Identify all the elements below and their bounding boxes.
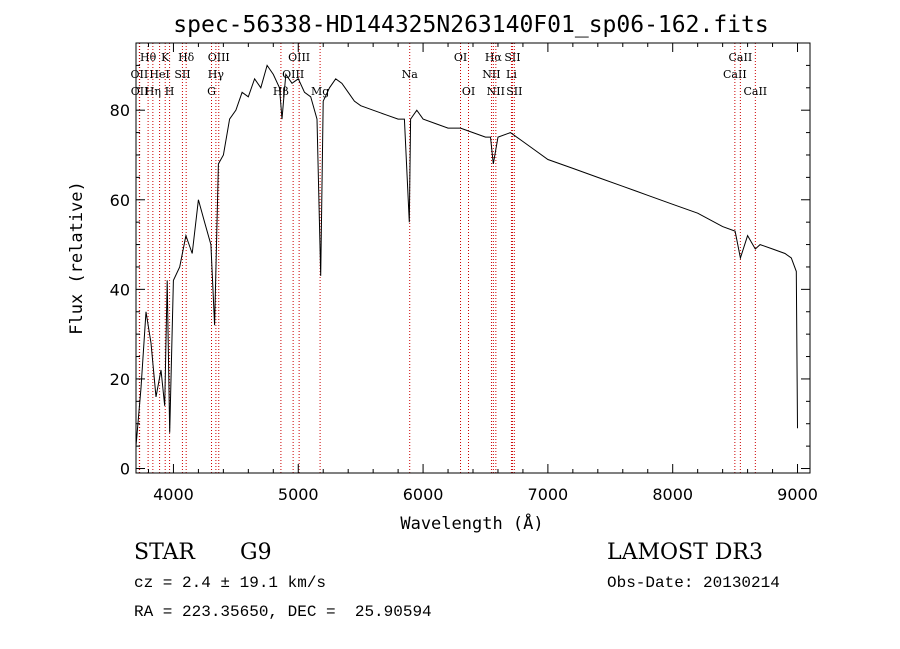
marker-label: NII	[487, 85, 505, 98]
marker-label: Hα	[485, 51, 503, 64]
marker-label: CaII	[743, 85, 767, 98]
marker-label: H	[165, 85, 175, 98]
marker-label: Hη	[145, 85, 161, 98]
chart-title: spec-56338-HD144325N263140F01_sp06-162.f…	[173, 12, 768, 38]
marker-label: K	[161, 51, 170, 64]
spectrum-line	[135, 64, 798, 447]
marker-label: Hγ	[208, 68, 225, 81]
x-tick-label: 6000	[403, 485, 444, 504]
survey-name: LAMOST DR3	[607, 540, 763, 565]
marker-label: Na	[402, 68, 419, 81]
marker-label: Li	[506, 68, 517, 81]
object-type: STAR	[134, 540, 195, 565]
observation-date: Obs-Date: 20130214	[607, 574, 780, 592]
marker-label: G	[207, 85, 216, 98]
marker-label: OIII	[288, 51, 310, 64]
marker-label: NII	[482, 68, 500, 81]
y-axis-label: Flux (relative)	[67, 181, 87, 335]
marker-label: Hβ	[273, 85, 289, 98]
marker-label: Hδ	[178, 51, 195, 64]
marker-label: HeI	[149, 68, 169, 81]
x-tick-label: 4000	[153, 485, 194, 504]
spectral-subclass: G9	[240, 540, 272, 565]
marker-label: SII	[174, 68, 190, 81]
marker-label: OIII	[208, 51, 230, 64]
y-tick-label: 20	[110, 370, 130, 389]
marker-label: OI	[454, 51, 467, 64]
marker-label: CaII	[729, 51, 753, 64]
marker-label: OII	[131, 68, 149, 81]
marker-label: OI	[462, 85, 475, 98]
y-tick-label: 0	[120, 460, 130, 479]
coordinates: RA = 223.35650, DEC = 25.90594	[134, 603, 432, 621]
x-tick-label: 9000	[777, 485, 818, 504]
marker-label: Hθ	[140, 51, 157, 64]
x-tick-label: 8000	[652, 485, 693, 504]
redshift-velocity: cz = 2.4 ± 19.1 km/s	[134, 574, 327, 592]
axis-ticks: 4000 5000 6000 7000 8000 9000 0 20 40 60 80	[110, 43, 818, 504]
x-tick-label: 5000	[278, 485, 319, 504]
x-tick-label: 7000	[528, 485, 569, 504]
x-axis-label: Wavelength (Å)	[400, 512, 543, 534]
marker-label: SII	[506, 85, 522, 98]
marker-label: SII	[504, 51, 520, 64]
y-tick-label: 40	[110, 280, 130, 299]
y-tick-label: 60	[110, 191, 130, 210]
marker-label: Mg	[311, 85, 329, 98]
marker-label: OII	[131, 85, 149, 98]
marker-label: CaII	[723, 68, 747, 81]
y-tick-label: 80	[110, 101, 130, 120]
